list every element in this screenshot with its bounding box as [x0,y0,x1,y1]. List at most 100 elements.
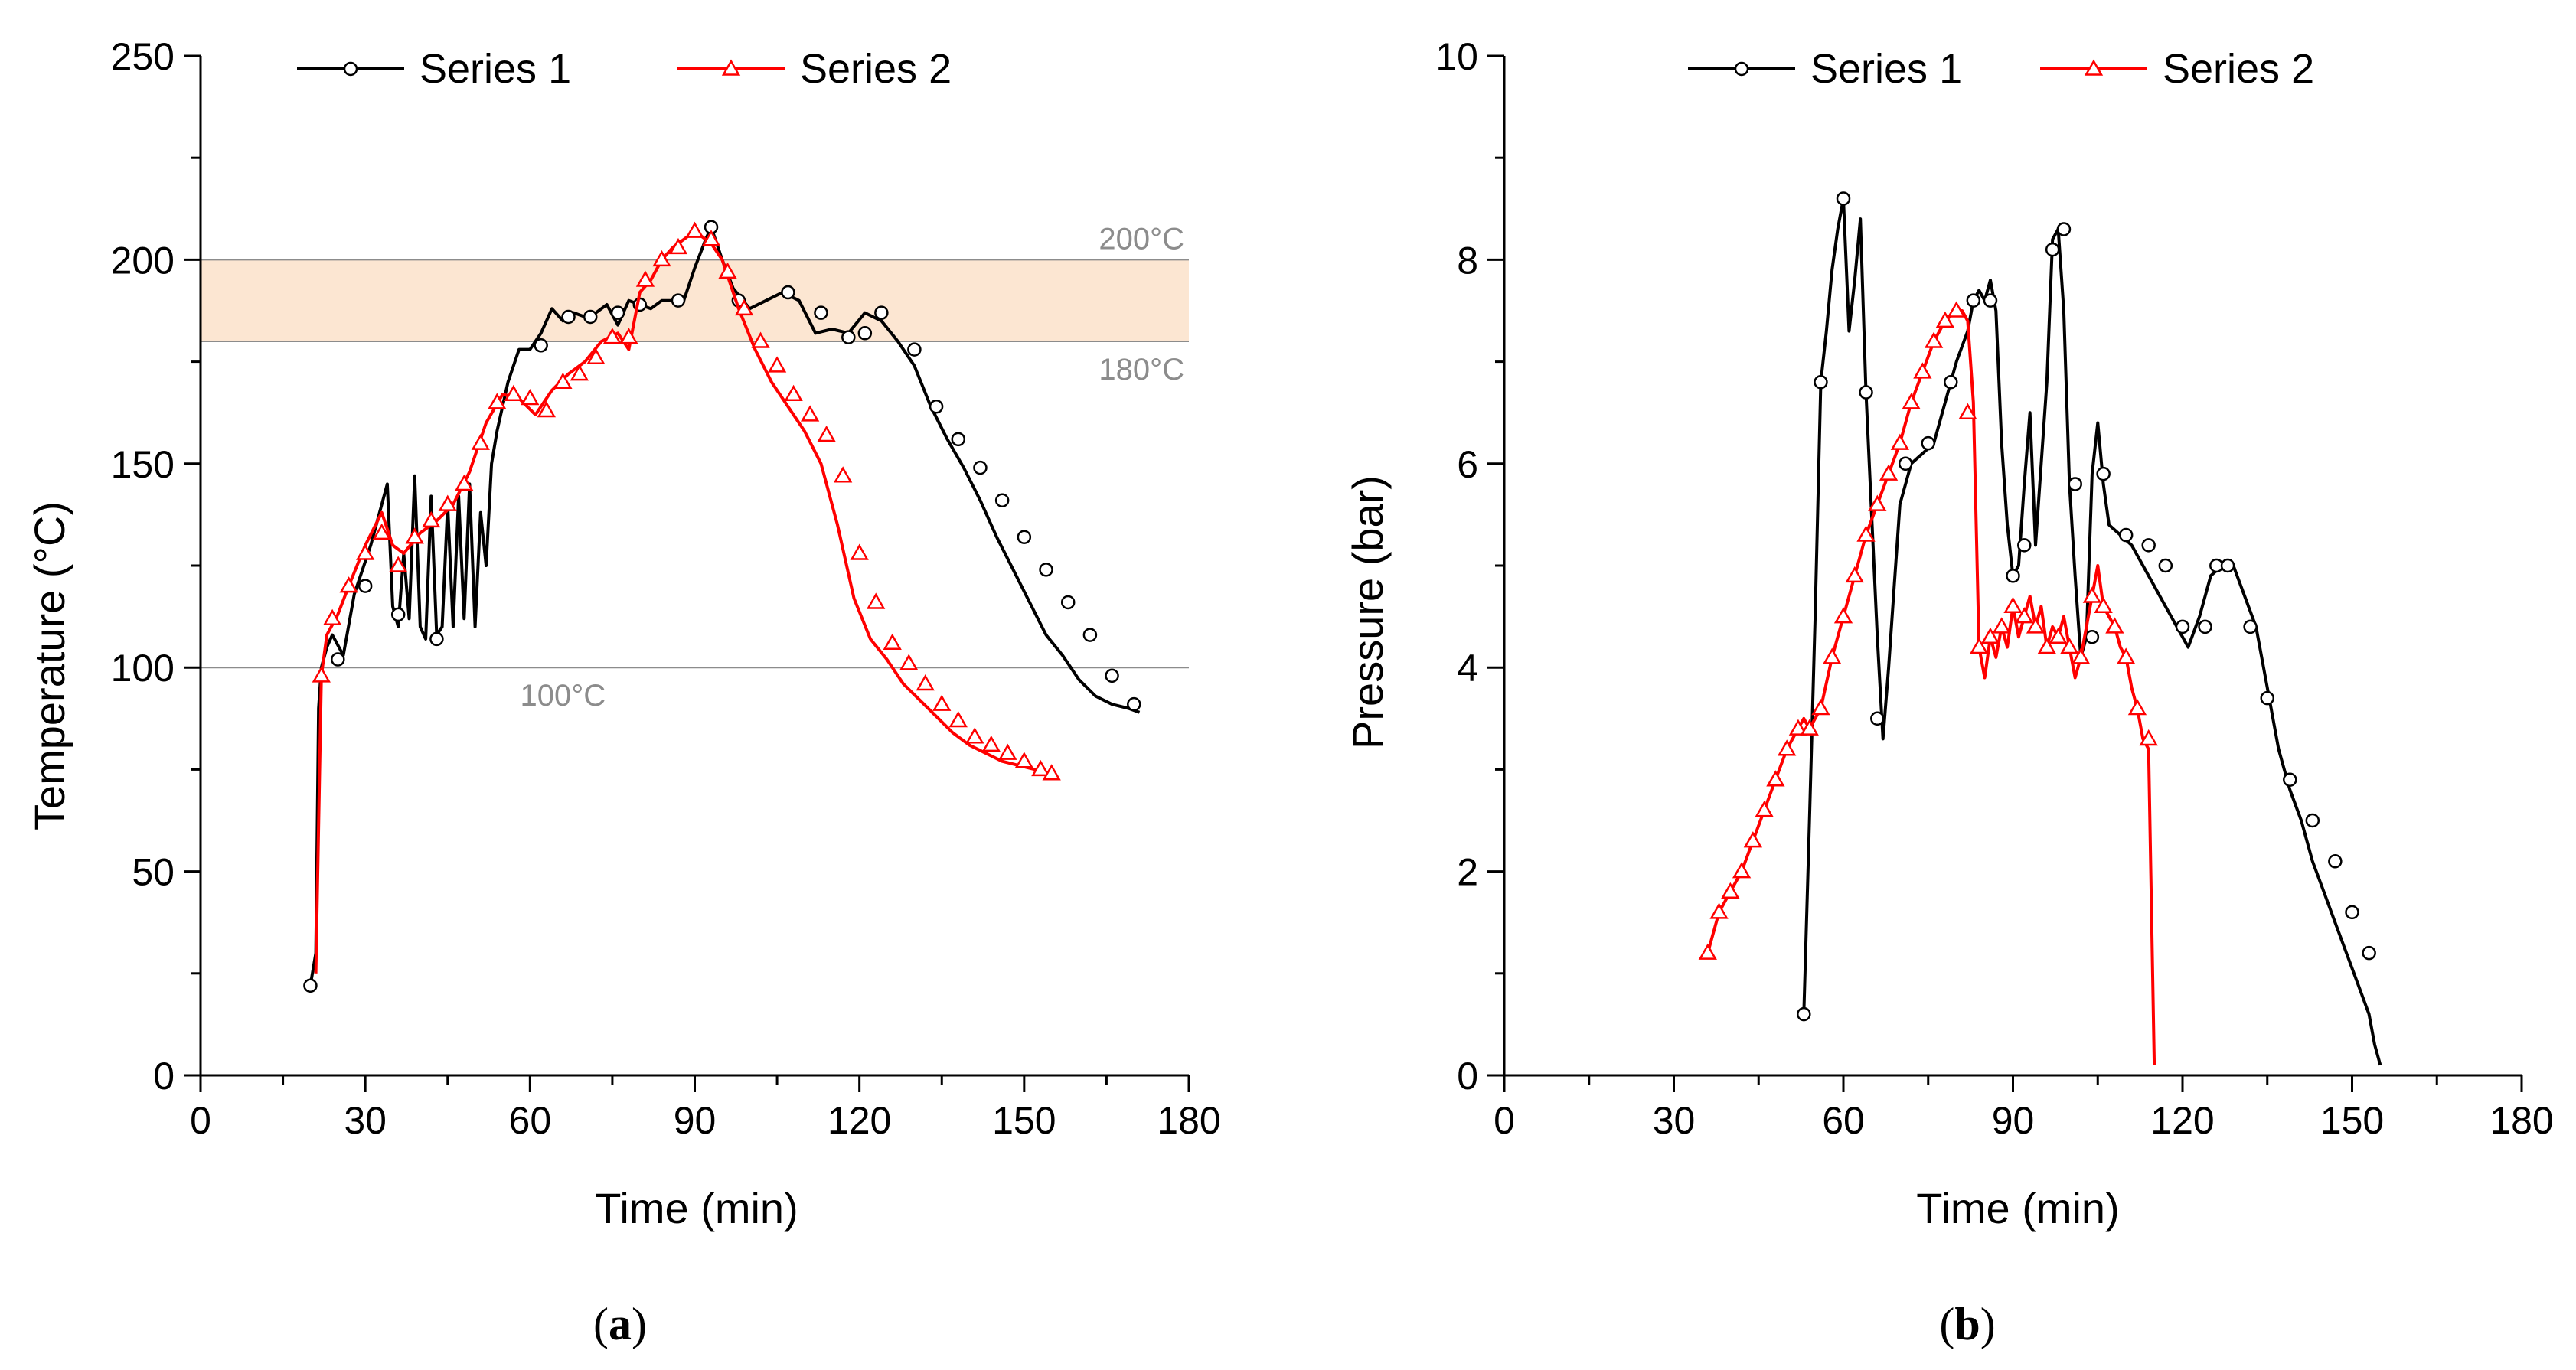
series-1-point-b [2305,813,2320,828]
series-2-point-a [948,710,968,728]
series-2-point-a [685,221,704,238]
series-2-point-b [1788,719,1808,736]
y-axis-label-b: Pressure (bar) [1344,475,1392,749]
series-2-point-a [471,433,490,450]
series-1-point-b [1814,374,1828,390]
series-1-point-b [2056,222,2072,236]
series-1-point-a [929,399,944,414]
series-2-point-a [867,592,886,609]
series-2-point-a [602,328,622,344]
plot-a [303,220,1141,993]
series-1-point-b [2283,772,2297,787]
series-2-point-a [635,270,655,287]
series-1-point-b [2118,527,2134,543]
series-1-point-a [358,579,373,593]
series-2-point-b [1743,831,1763,848]
y-tick-label-b: 6 [1457,443,1478,486]
reference-label-180: 180°C [1099,353,1184,387]
x-tick-label-b: 30 [1653,1099,1696,1142]
series-2-point-a [422,510,441,528]
series-1-point-a [303,978,318,993]
series-1-point-a [1127,696,1141,712]
series-2-point-a [668,237,688,255]
series-1-point-b [2328,854,2343,869]
series-1-point-b [1966,293,1981,308]
series-2-point-b [2015,607,2034,624]
series-1-point-b [1944,374,1958,390]
series-2-point-a [916,674,935,691]
reference-label-100: 100°C [521,679,606,713]
y-tick-label-b: 2 [1457,851,1478,894]
legend-b: Series 1 Series 2 [1688,46,2314,92]
series-2-point-a [405,527,424,544]
series-2-point-b [1755,801,1774,817]
series-2-point-a [800,405,820,422]
legend-label-series-2-a: Series 2 [800,46,952,92]
series-2-point-b [1833,607,1853,624]
series-2-point-a [817,425,836,442]
series-2-point-a [833,466,853,483]
x-tick-label-a: 30 [344,1099,387,1142]
series-2-point-a [784,384,803,401]
series-1-point-a [1017,530,1032,544]
chart-panel-a: 200°C 180°C 100°C 0 30 60 90 120 150 180 0 50 100 15… [25,35,1221,1349]
series-2-point-b [2003,596,2023,614]
series-1-point-a [1082,628,1098,642]
series-1-point-b [2260,690,2274,706]
panel-label-a: (a) [593,1299,647,1349]
series-2-point-a [438,494,457,511]
y-tick-label-a: 50 [132,851,175,894]
series-2-point-b [1845,566,1864,583]
series-2-point-a [767,356,787,373]
series-2-point-b [1913,362,1932,379]
series-2-point-a [312,666,331,683]
series-1-point-b [1859,385,1873,400]
series-2-point-b [1698,943,1717,960]
series-1-point-b [2243,619,2258,634]
series-2-point-b [1902,393,1921,409]
series-2-point-b [1766,770,1785,787]
series-2-point-a [932,694,952,711]
series-2-point-a [751,331,770,348]
series-2-point-a [488,393,507,409]
series-1-point-b [2085,629,2100,644]
series-2-point-a [553,372,573,389]
series-2-point-a [718,262,737,279]
series-2-point-a [965,727,984,744]
legend-marker-series-2-b [2084,59,2104,76]
series-1-point-b [1983,293,1998,308]
series-2-point-b [1800,719,1819,736]
series-2-point-a [455,474,474,491]
series-2-point-a [389,556,408,572]
series-1-point-a [781,285,795,300]
reference-label-200: 200°C [1099,222,1184,256]
series-2-line-b [1706,309,2156,1065]
x-tick-label-a: 0 [190,1099,211,1142]
x-tick-label-a: 120 [828,1099,891,1142]
series-2-point-b [1947,301,1966,318]
x-tick-label-b: 120 [2150,1099,2214,1142]
y-tick-label-a: 150 [111,443,175,486]
series-2-point-a [570,364,589,381]
series-2-point-a [339,576,358,593]
series-2-point-b [1823,647,1842,664]
y-tick-label-a: 250 [111,35,175,78]
series-2-point-b [2037,638,2056,654]
x-tick-label-b: 0 [1494,1099,1515,1142]
y-axis-label-a: Temperature (°C) [25,501,73,830]
series-1-point-b [1797,1006,1811,1022]
series-2-point-a [372,523,391,540]
series-2-point-a [734,298,754,316]
series-2-point-b [1732,862,1752,879]
x-tick-label-a: 150 [992,1099,1056,1142]
x-axis-label-a: Time (min) [595,1184,798,1232]
series-1-point-a [1039,563,1053,577]
x-tick-label-a: 60 [509,1099,552,1142]
series-2-point-a [1014,752,1033,768]
x-tick-label-b: 60 [1822,1099,1865,1142]
series-1-point-b [2045,242,2060,257]
series-2-point-a [537,401,557,418]
series-1-point-b [2345,905,2359,920]
series-1-point-a [583,309,598,325]
series-1-point-b [2362,945,2376,961]
